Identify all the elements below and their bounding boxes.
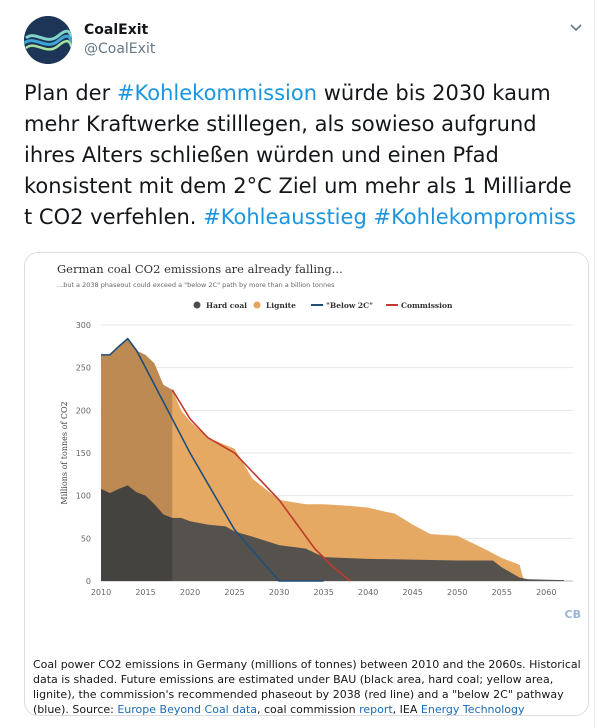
area-hard-coal [101,485,565,581]
legend-label: Hard coal [206,301,247,310]
chart-image: 0 50 100 150 200 250 300 2010 2015 2020 2025 2030 20… [25,253,588,653]
legend-label: "Below 2C" [326,301,373,310]
x-tick-label: 2030 [269,588,289,597]
y-tick-label: 300 [76,321,91,330]
legend-label: Lignite [266,301,296,310]
author-handle[interactable]: @CoalExit [84,41,156,57]
area-lignite [101,338,525,581]
x-tick-label: 2060 [536,588,556,597]
y-tick-label: 50 [81,534,91,543]
tweet-text: Plan der #Kohlekommission würde bis 2030… [24,78,584,233]
y-axis-label: Millions of tonnes of CO2 [60,401,69,504]
x-tick-label: 2035 [313,588,333,597]
caption-link[interactable]: Energy Technology Perspectives 2017 [420,703,525,716]
line-commission [171,389,351,582]
timeline-divider [594,0,595,728]
x-tick-label: 2025 [224,588,244,597]
coalexit-logo-icon [24,16,72,64]
x-tick-label: 2055 [492,588,512,597]
legend-marker [253,301,261,309]
x-tick-label: 2045 [403,588,423,597]
carbon-brief-watermark: CB [565,608,581,621]
caption-link[interactable]: report [359,703,393,716]
x-tick-label: 2020 [180,588,200,597]
caption-text: , IEA [392,703,421,716]
hashtag-link[interactable]: #Kohleausstieg [203,205,367,229]
chart-title: German coal CO2 emissions are already fa… [57,262,343,276]
x-tick-label: 2010 [91,588,111,597]
y-tick-label: 150 [76,449,91,458]
line--below-2c- [101,337,324,582]
author-block: CoalExit @CoalExit [84,22,155,57]
hashtag-link[interactable]: #Kohlekommission [116,81,318,105]
y-tick-label: 0 [86,577,91,586]
hashtag-link[interactable]: #Kohlekompromiss [373,205,576,229]
author-name[interactable]: CoalExit [84,22,149,38]
chevron-down-icon[interactable] [568,20,584,36]
tweet-header: CoalExit @CoalExit [24,16,584,68]
caption-text: Coal power CO2 emissions in Germany (mil… [33,658,581,716]
emissions-chart: 0 50 100 150 200 250 300 2010 2015 2020 2025 2030 20… [57,262,581,621]
avatar[interactable] [24,16,72,64]
tweet-text-segment: Plan der [24,81,117,105]
y-tick-label: 200 [76,406,91,415]
tweet-text-segment: würde bis 2030 kaum mehr Kraftwerke stil… [24,81,572,229]
y-tick-label: 100 [76,492,91,501]
media-caption: Coal power CO2 emissions in Germany (mil… [33,657,585,716]
y-tick-label: 250 [76,364,91,373]
tweet-media-card[interactable]: 0 50 100 150 200 250 300 2010 2015 2020 2025 2030 20… [24,252,589,716]
caption-text: , coal commission [257,703,360,716]
chart-subtitle: ...but a 2038 phaseout could exceed a "b… [57,281,335,289]
legend-label: Commission [401,301,453,310]
x-tick-label: 2050 [447,588,467,597]
x-tick-label: 2015 [135,588,155,597]
caption-link[interactable]: Europe Beyond Coal data [117,703,258,716]
x-tick-label: 2040 [358,588,378,597]
legend-marker [193,301,201,309]
historical-shading [101,338,173,581]
